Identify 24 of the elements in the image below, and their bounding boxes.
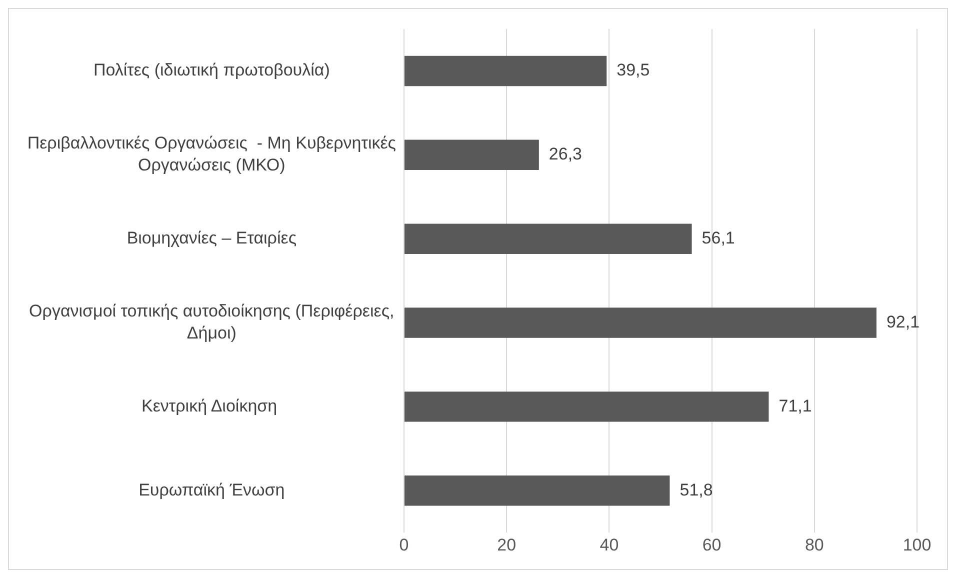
x-tick-label: 80 bbox=[804, 535, 824, 554]
data-label: 92,1 bbox=[886, 312, 920, 332]
data-label: 26,3 bbox=[548, 144, 582, 164]
data-label: 51,8 bbox=[680, 480, 713, 500]
data-label: 56,1 bbox=[702, 228, 735, 248]
bar bbox=[404, 224, 692, 254]
x-tick-label: 100 bbox=[902, 535, 932, 554]
bar bbox=[404, 56, 607, 86]
y-tick-label: Οργανισμοί τοπικής αυτοδιοίκησης (Περιφέρειες, Δήμοι) bbox=[29, 301, 394, 343]
x-tick-label: 20 bbox=[497, 535, 516, 554]
x-tick-label: 0 bbox=[399, 535, 409, 554]
y-tick-label: Βιομηχανίες – Εταιρίες bbox=[126, 228, 297, 248]
bar bbox=[404, 476, 670, 506]
y-tick-label: Πολίτες (ιδιωτική πρωτοβουλία) bbox=[93, 60, 330, 80]
y-tick-label: Κεντρική Διοίκηση bbox=[142, 396, 282, 416]
x-tick-label: 60 bbox=[702, 535, 722, 554]
y-tick-label: Περιβαλλοντικές Οργανώσεις - Μη Κυβερνητικές Οργανώσεις (ΜΚΟ) bbox=[27, 134, 396, 175]
bar bbox=[404, 308, 876, 338]
bar bbox=[404, 392, 769, 422]
x-tick-label: 40 bbox=[600, 535, 619, 554]
y-tick-label: Ευρωπαϊκή Ένωση bbox=[138, 480, 285, 500]
data-label: 71,1 bbox=[778, 396, 812, 416]
bar bbox=[404, 140, 539, 170]
data-label: 39,5 bbox=[616, 60, 650, 80]
